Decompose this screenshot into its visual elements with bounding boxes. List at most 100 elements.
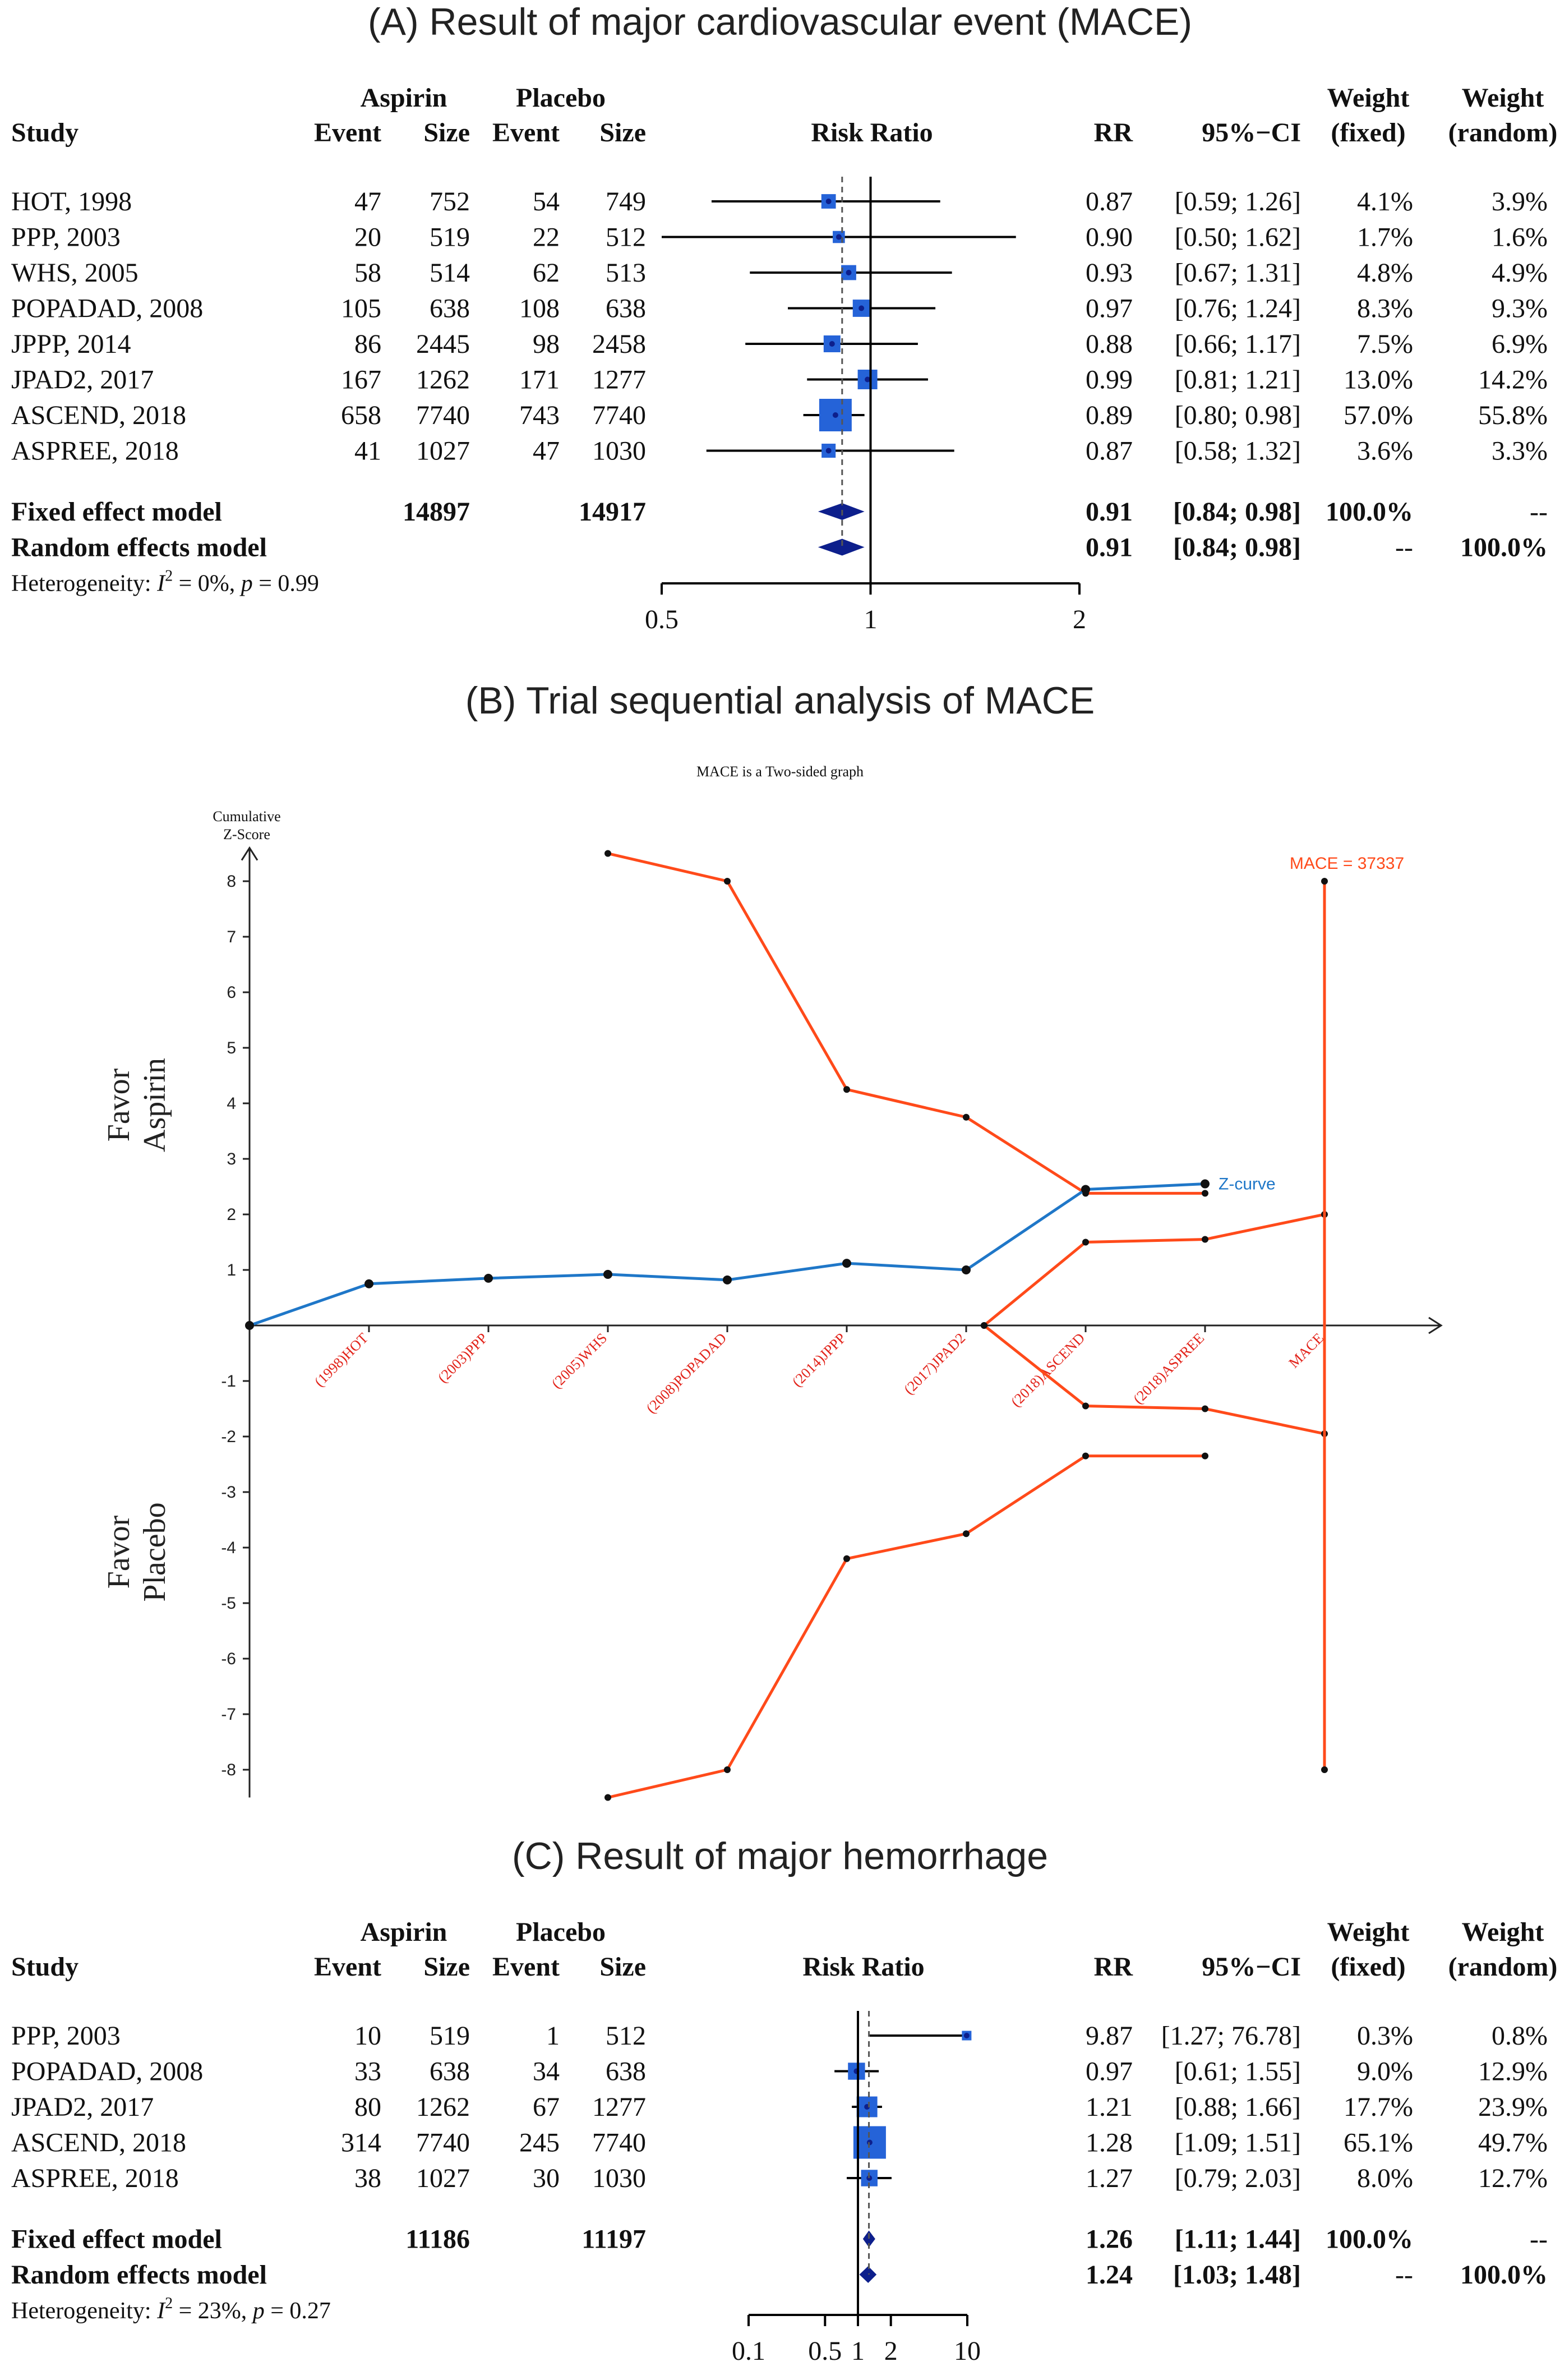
- event-aspirin: 105: [341, 294, 381, 324]
- weight-fixed-value: 9.0%: [1357, 2057, 1413, 2087]
- fixed-weight-random: --: [1530, 2225, 1548, 2254]
- study-name: JPAD2, 2017: [11, 365, 154, 395]
- size-placebo: 638: [606, 2057, 646, 2087]
- header-ci: 95%−CI: [1202, 118, 1301, 148]
- weight-random-value: 14.2%: [1478, 365, 1548, 395]
- size-placebo: 512: [606, 223, 646, 252]
- tsa-ylabel-line2: Z-Score: [223, 826, 270, 843]
- weight-fixed-value: 0.3%: [1357, 2021, 1413, 2051]
- rr-value: 0.89: [1086, 400, 1133, 430]
- header-rr: RR: [1094, 118, 1134, 148]
- random-label: Random effects model: [11, 2260, 267, 2290]
- header-weight-fixed: Weight: [1327, 1917, 1410, 1947]
- fixed-ci: [0.84; 0.98]: [1173, 497, 1301, 527]
- header-ci: 95%−CI: [1202, 1952, 1301, 1982]
- tsa-x-label: (2018)ASPREE: [1130, 1330, 1207, 1407]
- tsa-y-tick-label: -7: [221, 1705, 236, 1724]
- weight-random-value: 49.7%: [1478, 2128, 1548, 2158]
- ci-value: [1.09; 1.51]: [1175, 2128, 1301, 2158]
- rr-value: 0.97: [1086, 294, 1133, 324]
- z-curve-point: [1201, 1179, 1210, 1189]
- header-group1: Aspirin: [361, 83, 447, 113]
- tsa-y-tick-label: 6: [227, 983, 236, 1002]
- weight-fixed-value: 65.1%: [1344, 2128, 1413, 2158]
- ci-value: [0.80; 0.98]: [1175, 400, 1301, 430]
- upper-efficacy-boundary-point: [1202, 1190, 1208, 1197]
- rr-value: 0.99: [1086, 365, 1133, 395]
- size-aspirin: 519: [430, 2021, 470, 2051]
- fixed-ci: [1.11; 1.44]: [1175, 2225, 1301, 2254]
- random-weight-random: 100.0%: [1460, 2260, 1548, 2290]
- study-name: PPP, 2003: [11, 2021, 121, 2051]
- weight-random-value: 12.9%: [1478, 2057, 1548, 2087]
- forest-x-tick-label: 0.5: [808, 2336, 842, 2366]
- fixed-label: Fixed effect model: [11, 2225, 222, 2254]
- random-rr: 1.24: [1086, 2260, 1133, 2290]
- ci-value: [0.76; 1.24]: [1175, 294, 1301, 324]
- rr-value: 0.97: [1086, 2057, 1133, 2087]
- header-size1: Size: [423, 118, 470, 148]
- size-aspirin: 1262: [416, 2092, 470, 2122]
- upper-futility-boundary: [983, 1213, 1325, 1327]
- header-weight-random: Weight: [1462, 83, 1544, 113]
- tsa-y-tick-label: -1: [221, 1372, 236, 1391]
- header-fixed: (fixed): [1331, 118, 1405, 148]
- size-aspirin: 2445: [416, 329, 470, 359]
- random-diamond: [818, 538, 865, 556]
- upper-efficacy-boundary-point: [963, 1113, 970, 1121]
- z-curve-point: [962, 1265, 971, 1274]
- size-aspirin: 638: [430, 294, 470, 324]
- study-name: PPP, 2003: [11, 223, 121, 252]
- effect-point: [829, 341, 835, 347]
- size-placebo: 513: [606, 258, 646, 288]
- event-placebo: 1: [546, 2021, 560, 2051]
- z-curve-point: [842, 1259, 851, 1268]
- weight-fixed-value: 8.0%: [1357, 2163, 1413, 2193]
- event-aspirin: 38: [354, 2163, 381, 2193]
- study-name: HOT, 1998: [11, 187, 132, 217]
- tsa-y-tick-label: 2: [227, 1205, 236, 1224]
- ci-value: [0.66; 1.17]: [1175, 329, 1301, 359]
- header-weight-fixed: Weight: [1327, 83, 1410, 113]
- effect-point: [859, 305, 865, 311]
- header-group1: Aspirin: [361, 1917, 447, 1947]
- event-placebo: 245: [519, 2128, 560, 2158]
- weight-random-value: 9.3%: [1492, 294, 1548, 324]
- ci-value: [0.81; 1.21]: [1175, 365, 1301, 395]
- forest-x-tick-label: 1: [864, 605, 878, 634]
- favor-placebo-label: FavorPlacebo: [101, 1502, 172, 1601]
- effect-point: [865, 376, 871, 383]
- size-placebo: 749: [606, 187, 646, 217]
- random-weight-fixed: --: [1395, 2260, 1413, 2290]
- study-name: ASPREE, 2018: [11, 2163, 179, 2193]
- weight-random-value: 6.9%: [1492, 329, 1548, 359]
- weight-fixed-value: 4.8%: [1357, 258, 1413, 288]
- header-group2: Placebo: [516, 1917, 606, 1947]
- weight-fixed-value: 4.1%: [1357, 187, 1413, 217]
- effect-point: [832, 412, 838, 418]
- z-curve-point: [245, 1321, 254, 1330]
- panel-c-title: (C) Result of major hemorrhage: [511, 1835, 1049, 1877]
- lower-efficacy-boundary-point: [724, 1766, 731, 1773]
- size-placebo: 1030: [592, 2163, 646, 2193]
- weight-random-value: 3.3%: [1492, 436, 1548, 466]
- header-size2: Size: [599, 118, 646, 148]
- header-event2: Event: [492, 1952, 560, 1982]
- event-placebo: 62: [533, 258, 560, 288]
- effect-point: [963, 2033, 970, 2038]
- forest-x-tick-label: 2: [884, 2336, 898, 2366]
- rr-value: 1.27: [1086, 2163, 1133, 2193]
- event-aspirin: 314: [341, 2128, 381, 2158]
- effect-point: [825, 448, 832, 454]
- event-aspirin: 86: [354, 329, 381, 359]
- ci-value: [0.61; 1.55]: [1175, 2057, 1301, 2087]
- forest-plot-mace: Aspirin Placebo Weight Weight Study Event Size…: [0, 73, 1560, 634]
- study-name: JPPP, 2014: [11, 329, 131, 359]
- header-fixed: (fixed): [1331, 1952, 1405, 1982]
- random-weight-random: 100.0%: [1460, 533, 1548, 563]
- tsa-y-tick-label: 8: [227, 872, 236, 891]
- size-placebo: 7740: [592, 400, 646, 430]
- header-random: (random): [1448, 118, 1558, 148]
- ci-value: [0.67; 1.31]: [1175, 258, 1301, 288]
- lower-futility-boundary-point: [980, 1322, 987, 1329]
